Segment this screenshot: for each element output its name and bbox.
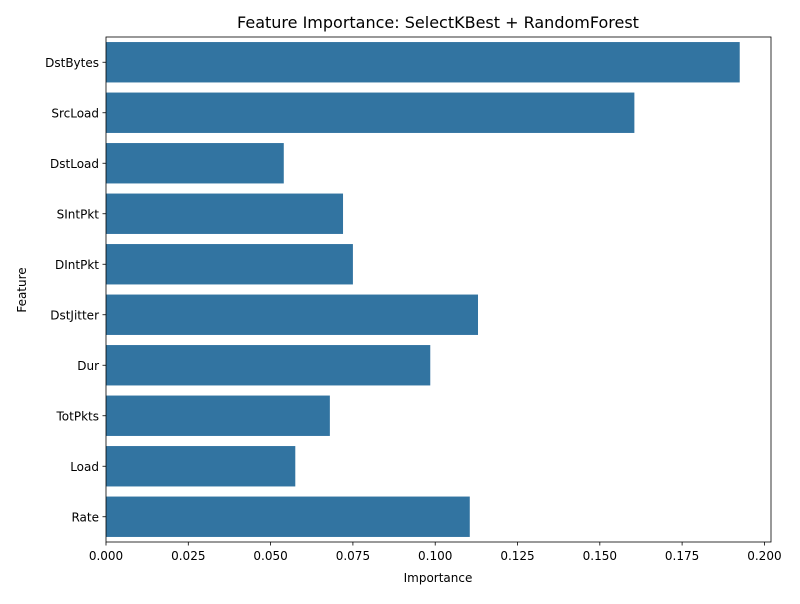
x-tick-label: 0.025 bbox=[171, 549, 205, 563]
bar-dintpkt bbox=[106, 244, 353, 285]
y-tick-label: SrcLoad bbox=[51, 106, 99, 120]
bar-load bbox=[106, 446, 296, 487]
bar-dstload bbox=[106, 143, 284, 184]
y-tick-label: DstJitter bbox=[50, 308, 99, 322]
y-tick-label: DstBytes bbox=[45, 56, 99, 70]
chart-title: Feature Importance: SelectKBest + Random… bbox=[237, 13, 639, 32]
x-tick-label: 0.000 bbox=[89, 549, 123, 563]
x-tick-label: 0.150 bbox=[583, 549, 617, 563]
y-tick-label: DstLoad bbox=[50, 157, 99, 171]
x-tick-label: 0.050 bbox=[253, 549, 287, 563]
axes-layer bbox=[105, 36, 772, 543]
x-tick-label: 0.200 bbox=[747, 549, 781, 563]
bar-sintpkt bbox=[106, 193, 344, 234]
plot-frame bbox=[105, 36, 772, 543]
x-tick-label: 0.075 bbox=[336, 549, 370, 563]
bar-rate bbox=[106, 496, 470, 537]
x-axis-label: Importance bbox=[404, 571, 473, 585]
y-axis-ticks: DstBytes SrcLoad DstLoad SIntPkt DIntPkt DstJ… bbox=[45, 56, 106, 524]
y-axis-label: Feature bbox=[15, 267, 29, 312]
y-tick-label: SIntPkt bbox=[57, 207, 100, 221]
x-tick-label: 0.100 bbox=[418, 549, 452, 563]
bar-dstjitter bbox=[106, 294, 479, 335]
y-tick-label: Load bbox=[70, 460, 99, 474]
bar-totpkts bbox=[106, 395, 330, 436]
y-tick-label: Rate bbox=[71, 510, 99, 524]
bar-dstbytes bbox=[106, 42, 740, 83]
y-tick-label: Dur bbox=[77, 359, 99, 373]
y-tick-label: TotPkts bbox=[56, 409, 99, 423]
bars-layer bbox=[106, 42, 740, 537]
bar-srcload bbox=[106, 92, 635, 133]
x-tick-label: 0.125 bbox=[500, 549, 534, 563]
y-tick-label: DIntPkt bbox=[55, 258, 99, 272]
x-tick-label: 0.175 bbox=[665, 549, 699, 563]
bar-dur bbox=[106, 345, 431, 386]
x-axis-ticks: 0.000 0.025 0.050 0.075 0.100 0.125 0.150 0.175… bbox=[89, 542, 782, 563]
